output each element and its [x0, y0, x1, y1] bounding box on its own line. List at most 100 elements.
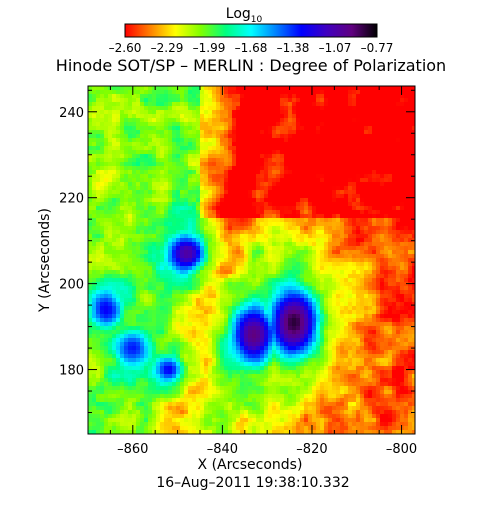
heatmap-cell — [260, 226, 264, 230]
heatmap-cell — [192, 122, 196, 126]
heatmap-cell — [180, 218, 184, 222]
heatmap-cell — [252, 318, 256, 322]
heatmap-cell — [268, 254, 272, 258]
heatmap-cell — [248, 210, 252, 214]
heatmap-cell — [400, 294, 404, 298]
heatmap-cell — [228, 130, 232, 134]
heatmap-cell — [348, 306, 352, 310]
heatmap-cell — [116, 154, 120, 158]
heatmap-cell — [128, 250, 132, 254]
heatmap-cell — [252, 242, 256, 246]
heatmap-cell — [140, 210, 144, 214]
heatmap-cell — [384, 158, 388, 162]
heatmap-cell — [348, 118, 352, 122]
heatmap-cell — [364, 314, 368, 318]
heatmap-cell — [344, 222, 348, 226]
heatmap-cell — [112, 166, 116, 170]
heatmap-cell — [284, 322, 288, 326]
heatmap-cell — [380, 178, 384, 182]
heatmap-cell — [224, 246, 228, 250]
heatmap-cell — [184, 174, 188, 178]
heatmap-cell — [256, 302, 260, 306]
heatmap-cell — [388, 102, 392, 106]
heatmap-cell — [164, 246, 168, 250]
heatmap-cell — [344, 278, 348, 282]
heatmap-cell — [152, 242, 156, 246]
heatmap-cell — [248, 126, 252, 130]
heatmap-cell — [260, 270, 264, 274]
heatmap-cell — [400, 218, 404, 222]
heatmap-cell — [232, 318, 236, 322]
heatmap-cell — [120, 310, 124, 314]
heatmap-cell — [116, 302, 120, 306]
heatmap-cell — [132, 90, 136, 94]
heatmap-cell — [352, 238, 356, 242]
heatmap-cell — [180, 142, 184, 146]
heatmap-cell — [300, 138, 304, 142]
heatmap-cell — [260, 234, 264, 238]
heatmap-cell — [252, 134, 256, 138]
heatmap-cell — [88, 322, 92, 326]
heatmap-cell — [184, 322, 188, 326]
heatmap-cell — [204, 150, 208, 154]
heatmap-cell — [396, 98, 400, 102]
heatmap-cell — [280, 166, 284, 170]
heatmap-cell — [252, 310, 256, 314]
heatmap-cell — [208, 142, 212, 146]
heatmap-cell — [176, 226, 180, 230]
heatmap-cell — [316, 202, 320, 206]
heatmap-cell — [232, 190, 236, 194]
heatmap-cell — [104, 270, 108, 274]
heatmap-cell — [168, 250, 172, 254]
heatmap-cell — [316, 242, 320, 246]
heatmap-cell — [308, 118, 312, 122]
heatmap-cell — [396, 314, 400, 318]
heatmap-cell — [144, 166, 148, 170]
heatmap-cell — [376, 218, 380, 222]
heatmap-cell — [240, 174, 244, 178]
heatmap-cell — [184, 302, 188, 306]
heatmap-cell — [144, 142, 148, 146]
heatmap-cell — [144, 322, 148, 326]
heatmap-cell — [224, 134, 228, 138]
heatmap-cell — [208, 202, 212, 206]
heatmap-cell — [316, 134, 320, 138]
heatmap-cell — [372, 226, 376, 230]
heatmap-cell — [240, 122, 244, 126]
heatmap-cell — [228, 154, 232, 158]
heatmap-cell — [332, 138, 336, 142]
heatmap-cell — [184, 286, 188, 290]
heatmap-cell — [200, 274, 204, 278]
heatmap-cell — [288, 134, 292, 138]
heatmap-cell — [264, 310, 268, 314]
heatmap-cell — [188, 102, 192, 106]
heatmap-cell — [388, 274, 392, 278]
heatmap-cell — [260, 242, 264, 246]
heatmap-cell — [372, 210, 376, 214]
heatmap-cell — [108, 146, 112, 150]
heatmap-cell — [252, 94, 256, 98]
heatmap-cell — [196, 158, 200, 162]
heatmap-cell — [396, 106, 400, 110]
heatmap-cell — [408, 182, 412, 186]
heatmap-cell — [404, 254, 408, 258]
heatmap-cell — [276, 110, 280, 114]
heatmap-cell — [240, 262, 244, 266]
heatmap-cell — [352, 218, 356, 222]
heatmap-cell — [308, 266, 312, 270]
heatmap-cell — [300, 298, 304, 302]
heatmap-cell — [296, 138, 300, 142]
heatmap-cell — [148, 130, 152, 134]
heatmap-cell — [196, 154, 200, 158]
heatmap-cell — [148, 226, 152, 230]
heatmap-cell — [372, 130, 376, 134]
heatmap-cell — [344, 134, 348, 138]
heatmap-cell — [392, 262, 396, 266]
heatmap-cell — [272, 310, 276, 314]
heatmap-cell — [384, 314, 388, 318]
heatmap-cell — [264, 118, 268, 122]
heatmap-cell — [328, 214, 332, 218]
colorbar-tick-label: –0.77 — [361, 41, 394, 55]
heatmap-cell — [296, 130, 300, 134]
